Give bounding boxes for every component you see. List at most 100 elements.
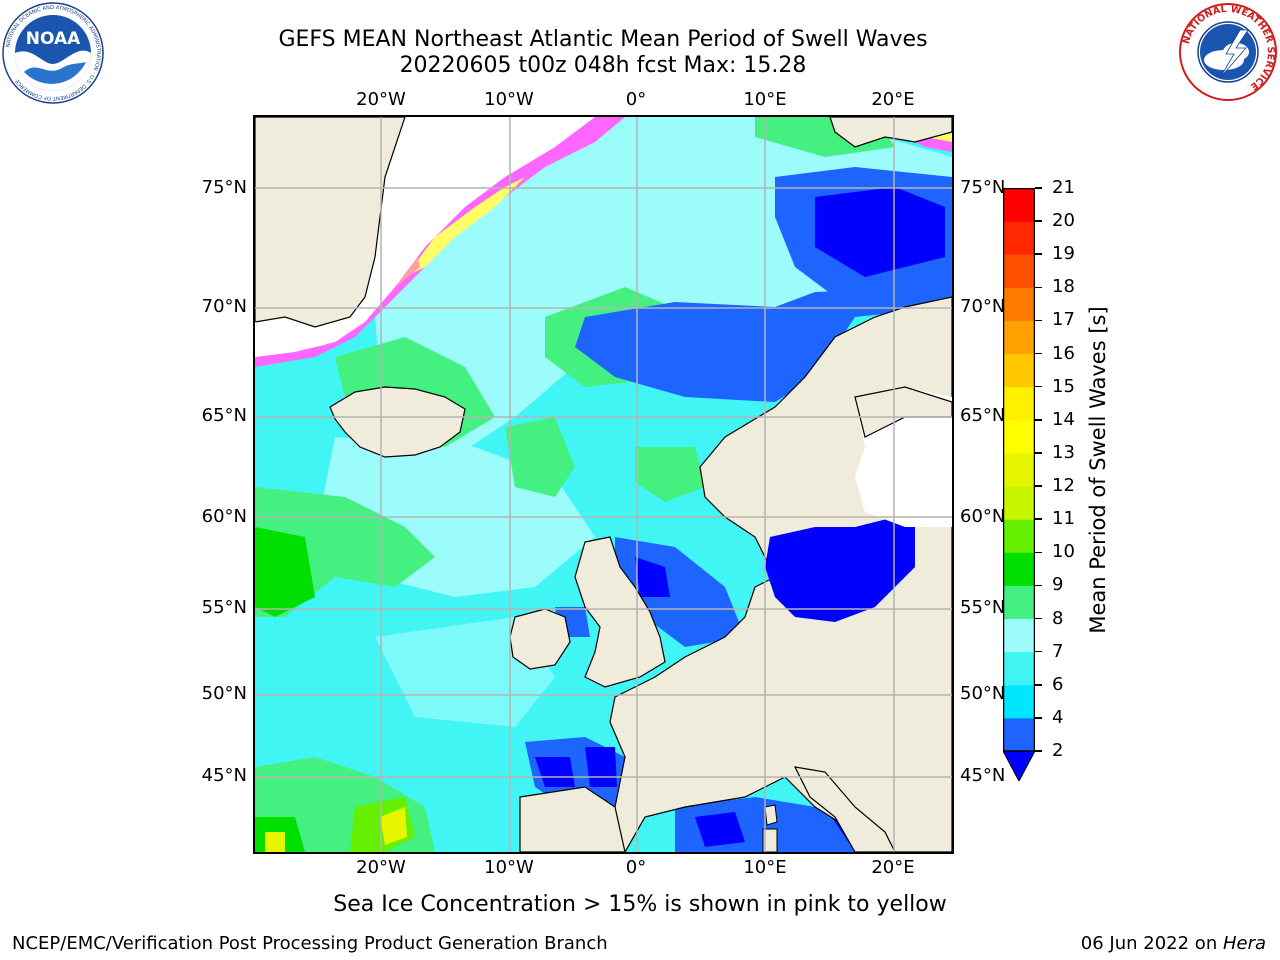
top-lon-label: 10°E: [743, 89, 787, 110]
colorbar-tick-label: 16: [1052, 342, 1075, 364]
baltic-sea: [765, 517, 915, 622]
colorbar-tick-mark: [1035, 419, 1042, 421]
colorbar-frame: [1003, 188, 1035, 752]
colorbar-tick-mark: [1035, 684, 1042, 686]
swell-region-below-2: [815, 187, 945, 277]
colorbar-segment: [1003, 651, 1035, 686]
right-lat-label: 55°N: [960, 597, 1006, 618]
swell-region-13-14: [380, 807, 407, 845]
colorbar-tick-mark: [1035, 717, 1042, 719]
top-lon-label: 10°W: [484, 89, 534, 110]
left-lat-label: 45°N: [201, 765, 247, 786]
right-lat-label: 65°N: [960, 405, 1006, 426]
colorbar-segment: [1003, 353, 1035, 388]
colorbar-segment: [1003, 552, 1035, 586]
colorbar-tick-mark: [1035, 584, 1042, 587]
bottom-lon-label: 10°W: [484, 857, 534, 878]
colorbar-tick-label: 6: [1052, 673, 1064, 695]
colorbar-tick-mark: [1035, 220, 1042, 222]
colorbar: [1003, 188, 1035, 781]
right-lat-label: 75°N: [960, 177, 1006, 198]
colorbar-segment: [1003, 419, 1035, 454]
top-lon-label: 20°W: [356, 89, 406, 110]
swell-period-map: [255, 117, 952, 852]
swell-region-2-4: [575, 287, 952, 402]
colorbar-segment: [1003, 452, 1035, 487]
top-lon-label: 20°E: [871, 89, 915, 110]
swell-region-below-2: [695, 812, 745, 847]
colorbar-tick-label: 8: [1052, 607, 1064, 629]
colorbar-tick-mark: [1035, 253, 1042, 255]
colorbar-segment: [1003, 188, 1035, 222]
colorbar-tick-mark: [1035, 286, 1042, 289]
swell-region-9-10: [505, 417, 575, 497]
colorbar-tick-label: 4: [1052, 706, 1064, 728]
bottom-lon-label: 20°E: [871, 857, 915, 878]
colorbar-tick-mark: [1035, 319, 1042, 322]
ireland-land: [509, 608, 571, 670]
colorbar-tick-mark: [1035, 551, 1042, 554]
map-panel: [253, 115, 954, 854]
finland-land: [854, 386, 952, 438]
italy-land: [793, 766, 896, 852]
colorbar-tick-mark: [1035, 352, 1042, 355]
map-grid: [255, 117, 952, 852]
colorbar-tick-mark: [1035, 385, 1042, 388]
chart-title: GEFS MEAN Northeast Atlantic Mean Period…: [278, 27, 928, 52]
iberia-land: [519, 786, 626, 852]
colorbar-tick-label: 7: [1052, 640, 1064, 662]
swell-region-below-2: [585, 747, 617, 787]
sea-ice-caption: Sea Ice Concentration > 15% is shown in …: [333, 892, 947, 917]
colorbar-tick-label: 19: [1052, 243, 1075, 265]
sardinia-land: [762, 828, 778, 852]
left-lat-label: 75°N: [201, 177, 247, 198]
colorbar-segment: [1003, 519, 1035, 553]
colorbar-tick-label: 17: [1052, 309, 1075, 331]
colorbar-tick-label: 13: [1052, 441, 1075, 463]
colorbar-segment: [1003, 287, 1035, 321]
colorbar-tick-label: 18: [1052, 276, 1075, 298]
colorbar-segment: [1003, 486, 1035, 520]
chart-subtitle: 20220605 t00z 048h fcst Max: 15.28: [399, 53, 807, 78]
swell-region-below-2: [635, 557, 670, 597]
footer-credit: NCEP/EMC/Verification Post Processing Pr…: [12, 933, 608, 954]
greenland-ice: [255, 322, 355, 357]
nws-logo: NATIONAL WEATHER SERVICE: [1179, 3, 1277, 101]
swell-region-10-11: [255, 527, 315, 617]
colorbar-tick-label: 20: [1052, 210, 1075, 232]
colorbar-segment: [1003, 386, 1035, 421]
colorbar-tick-label: 14: [1052, 408, 1075, 430]
right-lat-label: 45°N: [960, 765, 1006, 786]
bottom-lon-label: 10°E: [743, 857, 787, 878]
colorbar-tick-mark: [1035, 187, 1042, 189]
great-britain-land: [574, 536, 666, 688]
colorbar-tick-mark: [1035, 750, 1042, 752]
colorbar-tick-mark: [1035, 617, 1042, 620]
europe-land: [519, 296, 952, 852]
svg-text:NOAA: NOAA: [26, 29, 81, 49]
noaa-logo: NOAA NATIONAL OCEANIC AND ATMOSPHERIC AD…: [2, 2, 104, 104]
colorbar-tick-mark: [1035, 485, 1042, 487]
colorbar-tick-label: 11: [1052, 508, 1075, 530]
colorbar-segment: [1003, 717, 1035, 752]
top-lon-label: 0°: [625, 89, 647, 110]
left-lat-label: 60°N: [201, 506, 247, 527]
colorbar-under-triangle: [1003, 750, 1035, 781]
colorbar-tick-mark: [1035, 518, 1042, 520]
colorbar-segment: [1003, 320, 1035, 355]
greenland-land: [255, 117, 406, 328]
right-lat-label: 60°N: [960, 506, 1006, 527]
swell-region-9-10: [635, 447, 705, 502]
left-lat-label: 55°N: [201, 597, 247, 618]
colorbar-tick-label: 9: [1052, 574, 1064, 596]
svalbard-land: [829, 117, 952, 148]
bottom-lon-label: 0°: [625, 857, 647, 878]
colorbar-tick-label: 12: [1052, 475, 1075, 497]
sea-ice-edge: [405, 177, 525, 277]
colorbar-tick-label: 15: [1052, 375, 1075, 397]
left-lat-label: 70°N: [201, 296, 247, 317]
colorbar-label: Mean Period of Swell Waves [s]: [1086, 306, 1110, 634]
right-lat-label: 50°N: [960, 683, 1006, 704]
iceland-land: [329, 386, 466, 458]
colorbar-segment: [1003, 618, 1035, 653]
